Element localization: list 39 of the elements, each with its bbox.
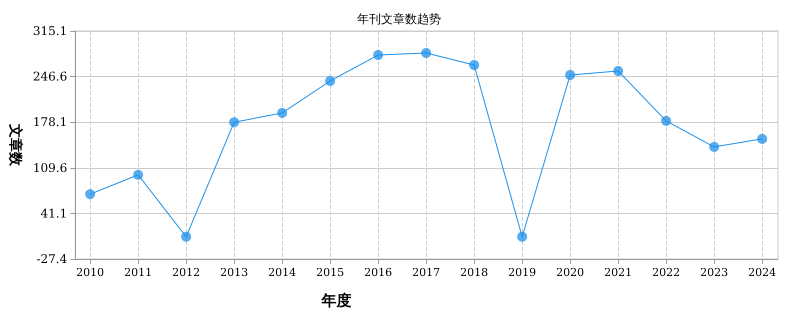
x-tick-label: 2013 (220, 266, 248, 279)
point (133, 170, 144, 180)
x-axis-title: 年度 (320, 292, 352, 310)
point (229, 117, 240, 128)
x-tick-label: 2012 (172, 266, 200, 279)
y-tick-label: 315.1 (32, 24, 68, 38)
point (565, 70, 576, 80)
point (421, 48, 432, 58)
x-tick-label: 2011 (124, 266, 152, 279)
x-tick-label: 2019 (508, 266, 536, 279)
chart-title: 年刊文章数趋势 (357, 12, 441, 26)
point (181, 232, 192, 242)
x-tick-label: 2021 (604, 266, 632, 279)
point (85, 189, 96, 200)
x-tick-label: 2010 (76, 266, 104, 279)
y-tick-label: 178.1 (32, 115, 68, 130)
x-tick-label: 2015 (316, 266, 344, 279)
x-tick-label: 2023 (700, 266, 728, 279)
x-tick-label: 2024 (748, 266, 776, 279)
point (613, 66, 624, 76)
point (757, 134, 768, 144)
x-tick-label: 2017 (412, 266, 440, 279)
point (277, 108, 288, 118)
y-tick-label: 246.6 (32, 70, 68, 84)
y-tick-label: 109.6 (32, 160, 68, 175)
y-tick-label: -27.4 (36, 252, 68, 266)
point (469, 60, 480, 70)
point (709, 142, 720, 152)
x-tick-label: 2018 (460, 266, 488, 279)
point (517, 232, 528, 242)
x-tick-label: 2014 (268, 266, 296, 279)
point (661, 116, 672, 126)
point (373, 50, 384, 60)
x-tick-label: 2020 (556, 266, 584, 279)
y-tick-label: 41.1 (40, 206, 68, 220)
x-tick-label: 2016 (364, 266, 392, 279)
point (325, 76, 336, 86)
y-axis-title: 文章数 (7, 123, 24, 167)
x-tick-label: 2022 (652, 266, 680, 279)
